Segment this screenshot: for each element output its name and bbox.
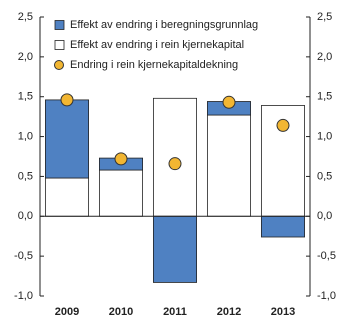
y2-tick-label: -0,5 <box>317 250 336 262</box>
y-tick-label: 2,0 <box>18 51 33 63</box>
y2-tick-label: 1,0 <box>317 130 332 142</box>
y-tick-label: -1,0 <box>14 290 33 302</box>
bar <box>45 177 90 217</box>
dot <box>60 93 74 107</box>
dot <box>114 152 128 166</box>
y-tick-label: 1,0 <box>18 130 33 142</box>
y2-tick-label: -1,0 <box>317 290 336 302</box>
y2-tick-label: 2,5 <box>317 11 332 23</box>
y-tick-label: -0,5 <box>14 250 33 262</box>
x-tick-label: 2013 <box>271 306 295 318</box>
legend-marker <box>54 40 65 50</box>
y2-tick-label: 1,5 <box>317 91 332 103</box>
bar <box>206 114 251 217</box>
x-tick-label: 2011 <box>163 306 187 318</box>
y-tick-label: 0,5 <box>18 170 33 182</box>
legend-label: Effekt av endring i beregningsgrunnlag <box>70 19 258 31</box>
legend-marker <box>54 20 65 30</box>
bar <box>99 169 144 217</box>
legend-label: Endring i rein kjernekapitaldekning <box>70 59 238 71</box>
y2-tick-label: 0,0 <box>317 210 332 222</box>
bar <box>152 215 197 283</box>
y-tick-label: 1,5 <box>18 91 33 103</box>
y-tick-label: 0,0 <box>18 210 33 222</box>
dot <box>222 95 236 109</box>
y-tick-label: 2,5 <box>18 11 33 23</box>
x-tick-label: 2012 <box>217 306 241 318</box>
x-tick-label: 2009 <box>55 306 79 318</box>
legend-marker <box>54 60 64 70</box>
x-tick-label: 2010 <box>109 306 133 318</box>
dot <box>276 118 290 132</box>
legend-label: Effekt av endring i rein kjernekapital <box>70 39 244 51</box>
y2-tick-label: 0,5 <box>317 170 332 182</box>
bar <box>45 99 90 179</box>
bar <box>260 215 305 238</box>
dot <box>168 157 182 171</box>
y2-tick-label: 2,0 <box>317 51 332 63</box>
